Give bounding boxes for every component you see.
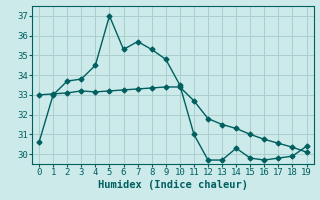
X-axis label: Humidex (Indice chaleur): Humidex (Indice chaleur) [98, 180, 248, 190]
